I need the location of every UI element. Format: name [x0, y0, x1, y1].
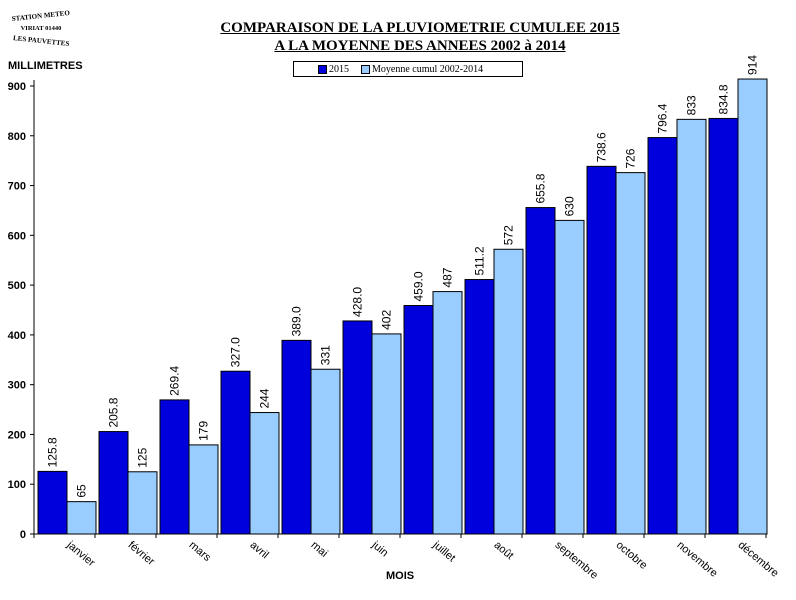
- bar-2015: [464, 279, 495, 535]
- x-category-label: novembre: [675, 539, 720, 580]
- x-category-label: février: [126, 539, 157, 568]
- data-label-2015: 389.0: [290, 306, 304, 336]
- y-tick-label: 400: [8, 330, 26, 342]
- data-label-2015: 269.4: [168, 366, 182, 396]
- bar-moyenne: [615, 172, 646, 535]
- data-label-moyenne: 244: [258, 388, 272, 408]
- legend-item-moyenne: Moyenne cumul 2002-2014: [361, 64, 483, 75]
- bar-2015: [647, 137, 678, 535]
- bar-moyenne: [493, 248, 524, 535]
- data-label-2015: 834.8: [717, 84, 731, 114]
- bar-moyenne: [676, 118, 707, 535]
- bar-moyenne: [249, 412, 280, 535]
- data-label-moyenne: 65: [75, 484, 89, 498]
- x-category-label: mars: [187, 539, 214, 564]
- x-category-label: décembre: [736, 539, 781, 580]
- y-tick-label: 800: [8, 131, 26, 143]
- data-label-2015: 655.8: [534, 173, 548, 203]
- data-label-2015: 738.6: [595, 132, 609, 162]
- station-logo: STATION METEO VIRIAT 01440 LES PAUVETTES: [11, 9, 70, 48]
- bar-moyenne: [371, 333, 402, 535]
- y-axis-label: MILLIMETRES: [8, 60, 83, 72]
- bar-2015: [159, 399, 190, 535]
- x-category-label: avril: [248, 539, 271, 561]
- data-label-moyenne: 914: [746, 55, 760, 75]
- data-label-2015: 205.8: [107, 397, 121, 427]
- logo-line-2: VIRIAT 01440: [21, 25, 62, 32]
- x-category-label: juin: [369, 538, 391, 559]
- x-axis-label: MOIS: [386, 570, 415, 582]
- data-label-moyenne: 572: [502, 225, 516, 245]
- bar-moyenne: [310, 368, 341, 535]
- data-label-moyenne: 331: [319, 345, 333, 365]
- bar-2015: [586, 165, 617, 535]
- bar-2015: [525, 207, 556, 535]
- y-tick-label: 900: [8, 81, 26, 93]
- data-label-moyenne: 726: [624, 148, 638, 168]
- bar-2015: [708, 117, 739, 535]
- legend-swatch-2015: [318, 64, 327, 74]
- data-label-moyenne: 630: [563, 196, 577, 216]
- x-category-label: mai: [309, 539, 330, 560]
- bar-2015: [403, 305, 434, 535]
- bar-2015: [281, 339, 312, 535]
- bar-2015: [220, 370, 251, 535]
- bar-2015: [342, 320, 373, 535]
- data-label-moyenne: 402: [380, 310, 394, 330]
- data-label-moyenne: 833: [685, 95, 699, 115]
- bar-moyenne: [554, 219, 585, 535]
- legend: 2015 Moyenne cumul 2002-2014: [293, 61, 523, 77]
- legend-label-moyenne: Moyenne cumul 2002-2014: [372, 63, 484, 75]
- x-category-label: août: [492, 539, 516, 562]
- bar-moyenne: [127, 471, 158, 535]
- y-tick-label: 700: [8, 181, 26, 193]
- data-label-2015: 125.8: [46, 437, 60, 467]
- chart-title-line-2: A LA MOYENNE DES ANNEES 2002 à 2014: [274, 38, 566, 54]
- x-category-label: janvier: [64, 538, 98, 569]
- x-category-label: septembre: [553, 539, 601, 582]
- y-tick-label: 300: [8, 380, 26, 392]
- x-category-label: octobre: [614, 539, 650, 572]
- bar-2015: [37, 470, 68, 535]
- bar-moyenne: [737, 78, 768, 535]
- data-label-2015: 428.0: [351, 287, 365, 317]
- y-tick-label: 200: [8, 429, 26, 441]
- x-category-label: juillet: [430, 538, 458, 564]
- legend-item-2015: 2015: [318, 64, 349, 75]
- y-tick-label: 500: [8, 280, 26, 292]
- bar-2015: [98, 431, 129, 535]
- data-label-moyenne: 125: [136, 447, 150, 467]
- data-label-2015: 459.0: [412, 271, 426, 301]
- y-tick-label: 100: [8, 479, 26, 491]
- bar-moyenne: [432, 291, 463, 535]
- legend-label-2015: 2015: [329, 63, 349, 75]
- data-label-2015: 511.2: [473, 246, 487, 275]
- data-label-moyenne: 179: [197, 421, 211, 441]
- data-label-moyenne: 487: [441, 267, 455, 287]
- data-label-2015: 327.0: [229, 337, 243, 367]
- y-tick-label: 600: [8, 230, 26, 242]
- legend-swatch-moyenne: [361, 64, 370, 74]
- bar-moyenne: [66, 501, 97, 535]
- y-tick-label: 0: [20, 529, 26, 541]
- data-label-2015: 796.4: [656, 103, 670, 133]
- chart-title-line-1: COMPARAISON DE LA PLUVIOMETRIE CUMULEE 2…: [220, 20, 620, 36]
- bar-moyenne: [188, 444, 219, 535]
